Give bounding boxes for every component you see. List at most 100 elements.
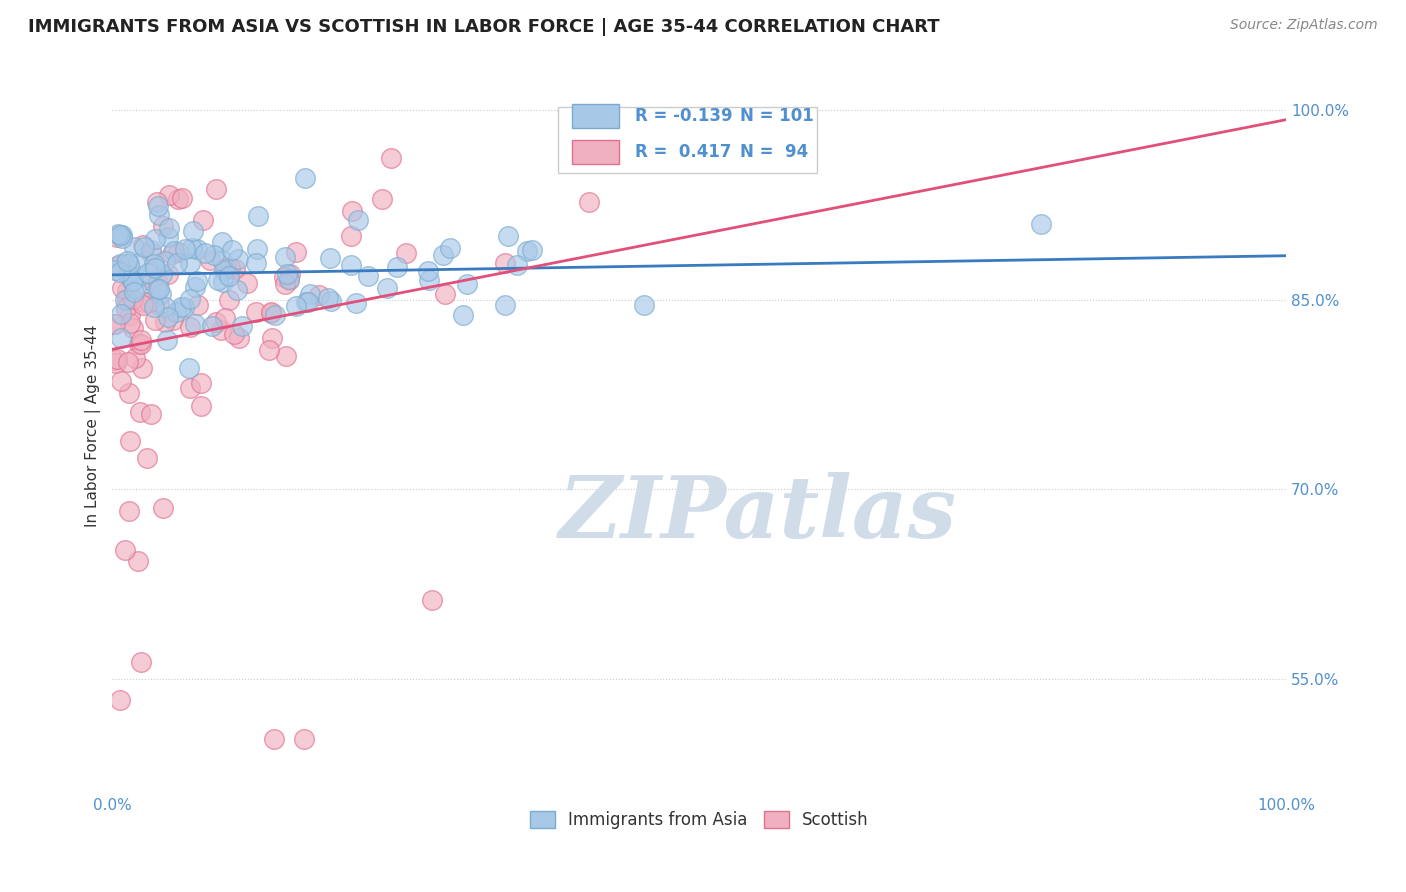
Point (236, 276, 259, 290)
Point (153, 253, 176, 268)
Point (215, 261, 238, 276)
Point (156, 230, 179, 244)
Text: R = -0.139: R = -0.139 (634, 107, 733, 125)
Point (107, 227, 129, 241)
Point (190, 399, 212, 413)
Point (114, 301, 136, 316)
Point (152, 219, 174, 234)
Point (263, 732, 285, 747)
Point (146, 199, 169, 213)
Text: N =  94: N = 94 (741, 144, 808, 161)
Point (198, 252, 221, 267)
Legend: Immigrants from Asia, Scottish: Immigrants from Asia, Scottish (523, 804, 876, 836)
Point (298, 286, 321, 301)
Point (578, 194, 600, 209)
Point (136, 266, 159, 280)
Point (207, 273, 229, 287)
Point (127, 256, 149, 270)
Point (157, 310, 180, 324)
Point (150, 287, 173, 301)
Point (308, 288, 330, 302)
Point (139, 407, 162, 421)
Point (260, 331, 283, 345)
Point (224, 262, 246, 277)
Point (181, 223, 204, 237)
Point (190, 376, 212, 390)
Point (120, 316, 142, 330)
Point (163, 244, 186, 258)
Point (340, 258, 363, 272)
Point (166, 192, 188, 206)
Text: ZIPatlas: ZIPatlas (558, 473, 957, 556)
Point (117, 268, 139, 282)
Point (110, 331, 132, 345)
Point (118, 308, 141, 322)
Point (276, 268, 298, 282)
Point (344, 296, 367, 310)
Point (245, 305, 267, 319)
Point (129, 405, 152, 419)
Point (124, 285, 146, 300)
Point (214, 310, 236, 325)
Point (1029, 217, 1052, 231)
Point (205, 315, 228, 329)
Point (172, 191, 194, 205)
Point (108, 227, 131, 242)
Point (157, 220, 180, 235)
Point (132, 298, 155, 312)
Point (456, 277, 478, 292)
Point (103, 263, 125, 277)
Point (103, 353, 125, 368)
Point (273, 270, 295, 285)
Point (173, 300, 195, 314)
Point (143, 232, 166, 246)
Point (166, 256, 188, 270)
Point (117, 284, 139, 298)
Point (278, 273, 301, 287)
Point (212, 276, 235, 290)
Point (186, 274, 208, 288)
Point (142, 257, 165, 271)
Point (155, 333, 177, 347)
Point (451, 308, 474, 322)
Point (114, 293, 136, 308)
Point (186, 242, 208, 256)
Point (129, 655, 152, 669)
Point (103, 318, 125, 332)
Point (117, 355, 139, 369)
Point (141, 274, 163, 288)
Point (110, 307, 132, 321)
Point (143, 300, 166, 314)
Point (146, 282, 169, 296)
Point (124, 282, 146, 296)
Point (319, 294, 342, 309)
Point (153, 300, 176, 314)
Point (218, 260, 240, 275)
Point (117, 254, 139, 268)
Point (340, 228, 363, 243)
Point (181, 241, 204, 255)
Point (148, 208, 170, 222)
Point (165, 305, 187, 319)
Point (292, 731, 315, 746)
Point (276, 349, 298, 363)
Point (132, 295, 155, 310)
Point (433, 286, 456, 301)
Point (263, 309, 285, 323)
Point (194, 245, 217, 260)
Point (148, 297, 170, 311)
Point (226, 283, 249, 297)
Point (122, 293, 145, 307)
Point (162, 247, 184, 261)
FancyBboxPatch shape (572, 140, 620, 164)
Point (222, 327, 245, 342)
Point (297, 295, 319, 310)
Point (496, 228, 519, 243)
Point (260, 305, 283, 319)
Point (150, 267, 173, 281)
Point (105, 352, 128, 367)
Point (218, 293, 240, 307)
Point (129, 337, 152, 351)
Point (371, 192, 394, 206)
Point (274, 277, 297, 291)
